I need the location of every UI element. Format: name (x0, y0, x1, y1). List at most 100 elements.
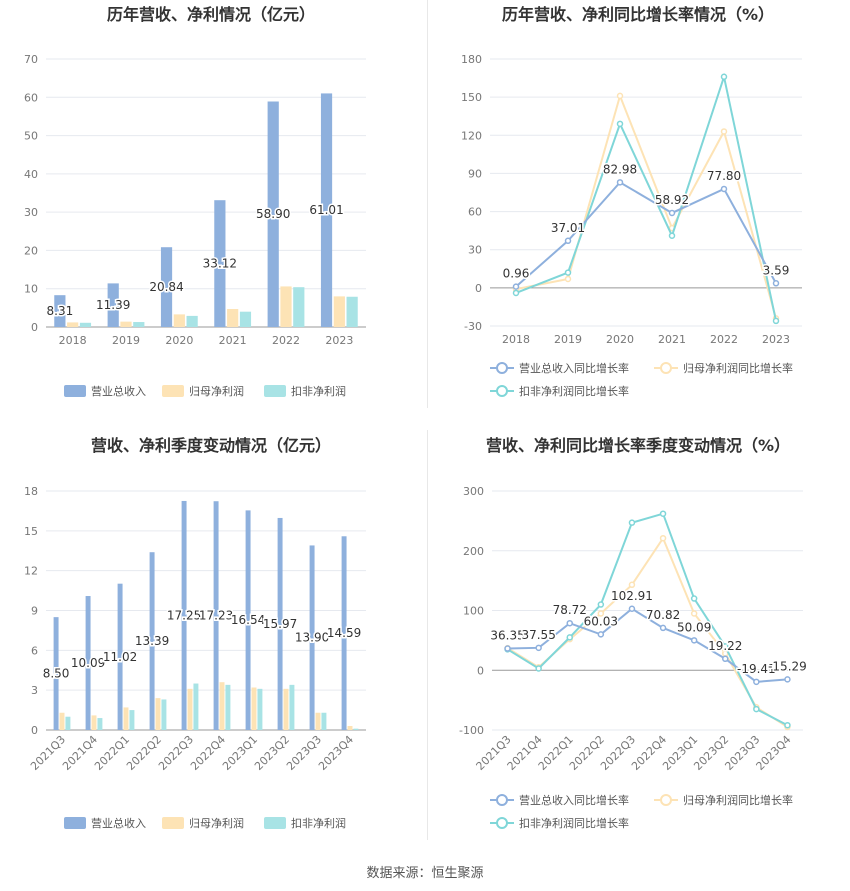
data-point[interactable] (720, 185, 728, 193)
bar[interactable] (227, 309, 239, 327)
data-point[interactable] (722, 643, 729, 650)
bar[interactable] (117, 583, 123, 730)
bar[interactable] (149, 552, 155, 730)
data-point[interactable] (564, 275, 572, 283)
bar[interactable] (65, 716, 71, 730)
bar[interactable] (214, 200, 226, 327)
data-point[interactable] (659, 624, 667, 632)
data-point[interactable] (504, 645, 511, 652)
data-point[interactable] (668, 209, 676, 217)
data-point[interactable] (628, 519, 636, 526)
bar[interactable] (315, 712, 321, 730)
bar[interactable] (280, 286, 292, 327)
data-point[interactable] (784, 676, 791, 683)
bar[interactable] (333, 296, 345, 327)
data-point[interactable] (722, 655, 729, 663)
legend-marker[interactable] (496, 362, 508, 374)
bar[interactable] (133, 322, 145, 327)
data-point[interactable] (566, 634, 573, 641)
data-point[interactable] (628, 581, 636, 589)
data-point[interactable] (690, 595, 698, 602)
bar[interactable] (353, 728, 359, 730)
data-point[interactable] (535, 665, 542, 672)
data-point[interactable] (668, 232, 676, 239)
bar[interactable] (267, 101, 279, 327)
bar[interactable] (193, 683, 199, 730)
data-point[interactable] (597, 631, 605, 638)
legend-label: 扣非净利润同比增长率 (519, 384, 629, 398)
bar[interactable] (54, 295, 66, 327)
data-point[interactable] (784, 721, 791, 729)
bar[interactable] (67, 322, 79, 327)
legend-label: 营业总收入 (91, 816, 146, 830)
legend-swatch[interactable] (64, 385, 86, 397)
bar[interactable] (219, 682, 225, 730)
data-point[interactable] (659, 534, 667, 542)
bar[interactable] (97, 718, 103, 730)
bar[interactable] (173, 314, 185, 327)
bar[interactable] (347, 726, 353, 730)
bar[interactable] (120, 321, 132, 327)
bar[interactable] (257, 688, 263, 730)
data-point[interactable] (772, 280, 780, 287)
bar[interactable] (213, 501, 219, 730)
data-point[interactable] (628, 605, 636, 613)
legend-swatch[interactable] (64, 817, 86, 829)
bar[interactable] (181, 500, 187, 730)
bar[interactable] (107, 283, 119, 327)
bar[interactable] (129, 710, 135, 730)
legend-swatch[interactable] (264, 385, 286, 397)
bar[interactable] (160, 247, 173, 327)
legend-marker[interactable] (496, 385, 508, 397)
data-point[interactable] (753, 705, 760, 713)
legend-swatch[interactable] (162, 385, 184, 397)
data-point[interactable] (616, 120, 624, 128)
legend-swatch[interactable] (162, 817, 184, 829)
bar[interactable] (85, 596, 91, 730)
legend-marker[interactable] (496, 817, 508, 829)
data-point[interactable] (512, 289, 520, 297)
bar[interactable] (346, 296, 358, 327)
legend-marker[interactable] (660, 794, 672, 806)
bar[interactable] (186, 315, 198, 327)
data-point[interactable] (720, 73, 728, 81)
bar[interactable] (321, 712, 327, 730)
bar[interactable] (187, 688, 193, 730)
legend-marker[interactable] (496, 794, 508, 806)
bar[interactable] (277, 517, 283, 730)
bar[interactable] (155, 698, 161, 730)
data-point[interactable] (690, 637, 698, 644)
bar[interactable] (53, 617, 59, 730)
bar[interactable] (225, 684, 231, 730)
bar[interactable] (161, 699, 167, 730)
bar[interactable] (341, 536, 347, 730)
legend-swatch[interactable] (264, 817, 286, 829)
data-point[interactable] (597, 610, 605, 617)
data-point[interactable] (616, 179, 624, 186)
bar[interactable] (59, 712, 65, 730)
data-point[interactable] (566, 619, 573, 627)
data-point[interactable] (616, 92, 624, 100)
bar[interactable] (283, 688, 289, 730)
bar[interactable] (309, 545, 315, 730)
bar[interactable] (251, 687, 257, 730)
data-point[interactable] (564, 237, 572, 245)
bar[interactable] (123, 707, 129, 730)
data-point[interactable] (535, 644, 542, 652)
data-point[interactable] (720, 128, 728, 135)
data-point[interactable] (512, 283, 520, 290)
data-point[interactable] (772, 317, 780, 325)
bar[interactable] (79, 322, 92, 327)
data-point[interactable] (564, 269, 572, 276)
bar[interactable] (289, 684, 295, 730)
bar[interactable] (293, 287, 305, 327)
data-point[interactable] (659, 510, 667, 517)
bar[interactable] (320, 93, 333, 327)
legend-marker[interactable] (660, 362, 672, 374)
bar[interactable] (239, 311, 252, 327)
data-point[interactable] (597, 601, 605, 608)
bar[interactable] (245, 510, 251, 730)
data-point[interactable] (753, 678, 760, 686)
data-point[interactable] (690, 610, 698, 617)
bar[interactable] (91, 715, 97, 730)
